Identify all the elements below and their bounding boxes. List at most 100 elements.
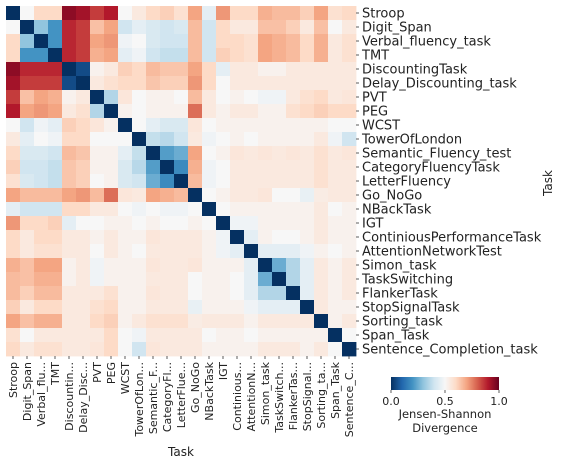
heatmap-cell <box>342 132 357 147</box>
heatmap-cell <box>258 272 273 287</box>
heatmap-cell <box>258 34 273 49</box>
heatmap-cell <box>34 300 49 315</box>
row-label: TMT <box>361 49 389 64</box>
heatmap-cell <box>104 160 119 175</box>
heatmap-cell <box>202 146 217 161</box>
heatmap-cell <box>76 76 91 91</box>
heatmap-cell <box>286 216 301 231</box>
heatmap-cell <box>132 6 147 21</box>
heatmap-cell <box>146 160 161 175</box>
heatmap-cell <box>20 118 35 133</box>
heatmap-cell <box>132 202 147 217</box>
heatmap-cell <box>20 272 35 287</box>
heatmap-cell <box>132 62 147 77</box>
heatmap-cell <box>174 48 189 63</box>
heatmap-cell <box>342 300 357 315</box>
heatmap-cell <box>272 244 287 259</box>
row-label: StopSignalTask <box>362 301 460 316</box>
heatmap-cell <box>244 230 259 245</box>
heatmap-cell <box>272 132 287 147</box>
heatmap-cell <box>342 244 357 259</box>
heatmap-cell <box>258 174 273 189</box>
heatmap-cell <box>48 230 63 245</box>
heatmap-cell <box>174 300 189 315</box>
heatmap-cell <box>62 286 77 301</box>
heatmap-cell <box>272 20 287 35</box>
heatmap-cell <box>90 244 105 259</box>
heatmap-cell <box>314 90 329 105</box>
heatmap-cell <box>328 244 343 259</box>
heatmap-cell <box>76 118 91 133</box>
heatmap-cell <box>48 328 63 343</box>
colorbar-title-line2: Divergence <box>412 421 478 435</box>
heatmap-cell <box>202 6 217 21</box>
row-label: TaskSwitching <box>361 273 453 288</box>
heatmap-cell <box>230 174 245 189</box>
heatmap-cell <box>160 188 175 203</box>
heatmap-cell <box>90 300 105 315</box>
heatmap-cell <box>216 342 231 357</box>
heatmap-cell <box>34 48 49 63</box>
heatmap-cell <box>216 272 231 287</box>
heatmap-cell <box>272 34 287 49</box>
heatmap-cell <box>160 286 175 301</box>
heatmap-cell <box>286 76 301 91</box>
row-label: Sentence_Completion_task <box>362 343 538 358</box>
heatmap-cell <box>272 6 287 21</box>
heatmap-cell <box>188 146 203 161</box>
heatmap-cell <box>202 258 217 273</box>
heatmap-cell <box>160 258 175 273</box>
heatmap-cell <box>230 62 245 77</box>
heatmap-cell <box>90 118 105 133</box>
heatmap-cell <box>174 174 189 189</box>
row-label: Digit_Span <box>362 21 432 36</box>
heatmap-cell <box>244 174 259 189</box>
heatmap-cell <box>76 258 91 273</box>
heatmap-cell <box>160 202 175 217</box>
heatmap-cell <box>146 34 161 49</box>
heatmap-cell <box>216 118 231 133</box>
heatmap-cell <box>216 20 231 35</box>
heatmap-cell <box>230 314 245 329</box>
heatmap-cell <box>188 62 203 77</box>
heatmap-cell <box>244 132 259 147</box>
heatmap-cell <box>314 258 329 273</box>
heatmap-cell <box>258 286 273 301</box>
heatmap-cell <box>272 160 287 175</box>
heatmap-cell <box>342 20 357 35</box>
heatmap-cell <box>160 272 175 287</box>
heatmap-cell <box>90 48 105 63</box>
heatmap-cell <box>314 132 329 147</box>
heatmap-cell <box>244 342 259 357</box>
heatmap-cell <box>90 272 105 287</box>
heatmap-cell <box>174 104 189 119</box>
heatmap-cell <box>216 202 231 217</box>
column-label: CategoryFl... <box>161 362 174 432</box>
heatmap-cell <box>202 188 217 203</box>
heatmap-cell <box>216 328 231 343</box>
heatmap-cell <box>216 6 231 21</box>
heatmap-cell <box>118 230 133 245</box>
heatmap-cell <box>132 328 147 343</box>
heatmap-cell <box>34 328 49 343</box>
heatmap-cell <box>342 34 357 49</box>
heatmap-cell <box>272 118 287 133</box>
heatmap-cell <box>90 62 105 77</box>
heatmap-cell <box>118 328 133 343</box>
heatmap-cell <box>48 48 63 63</box>
heatmap-cell <box>132 160 147 175</box>
heatmap-cell <box>342 104 357 119</box>
heatmap-cell <box>90 342 105 357</box>
heatmap-cell <box>174 76 189 91</box>
heatmap-cell <box>20 20 35 35</box>
heatmap-cell <box>342 90 357 105</box>
heatmap-cell <box>48 244 63 259</box>
heatmap-cell <box>244 258 259 273</box>
heatmap-cell <box>342 146 357 161</box>
heatmap-cell <box>132 216 147 231</box>
heatmap-cell <box>62 300 77 315</box>
heatmap-cell <box>300 258 315 273</box>
heatmap-cell <box>286 132 301 147</box>
heatmap-cell <box>48 188 63 203</box>
heatmap-cell <box>104 286 119 301</box>
